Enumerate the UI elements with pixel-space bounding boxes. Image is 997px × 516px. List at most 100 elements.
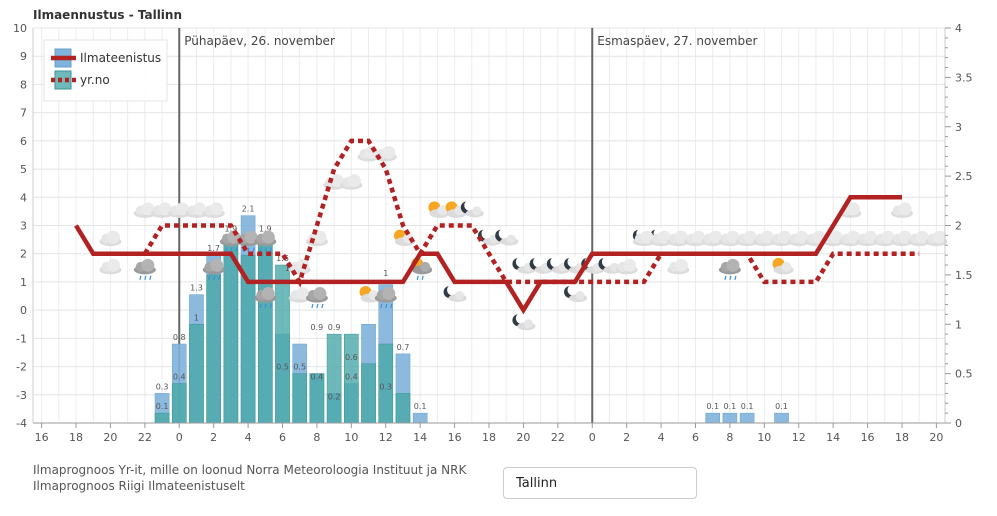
y-left-tick-label: 7: [20, 107, 27, 120]
legend-item-ilmateenistus[interactable]: Ilmateenistus: [51, 48, 161, 68]
x-tick-label: 2: [623, 431, 630, 444]
precipitation-bar: [412, 412, 428, 424]
x-tick-label: 4: [658, 431, 665, 444]
x-tick-label: 6: [279, 431, 286, 444]
x-tick-label: 6: [692, 431, 699, 444]
x-tick-label: 22: [138, 431, 152, 444]
precipitation-data-label: 0.4: [173, 373, 186, 382]
x-tick-label: 18: [69, 431, 83, 444]
precipitation-data-label: 1.9: [225, 224, 238, 233]
precipitation-bar: [722, 412, 738, 424]
y-left-tick-label: -4: [16, 417, 27, 430]
precipitation-data-label: 1.3: [190, 284, 203, 293]
precipitation-data-label: 0.5: [276, 363, 289, 372]
y-right-tick-label: 0.5: [955, 368, 973, 381]
y-right-tick-label: 3.5: [955, 71, 973, 84]
precipitation-data-label: 1: [383, 269, 388, 278]
y-right-tick-label: 1: [955, 318, 962, 331]
y-right-tick-label: 2.5: [955, 170, 973, 183]
x-tick-label: 12: [792, 431, 806, 444]
precipitation-data-label: 0.1: [414, 402, 427, 411]
precipitation-data-label: 0.9: [311, 323, 324, 332]
precipitation-data-label: 1.6: [276, 254, 289, 263]
y-right-tick-label: 0: [955, 417, 962, 430]
precipitation-bar: [361, 363, 376, 424]
chart-title: Ilmaennustus - Tallinn: [33, 8, 183, 22]
precipitation-bar: [275, 264, 290, 424]
precipitation-data-label: 0.1: [775, 402, 788, 411]
precipitation-data-label: 1.9: [259, 224, 272, 233]
y-left-tick-label: 6: [20, 135, 27, 148]
precipitation-data-label: 0.1: [741, 402, 754, 411]
x-tick-label: 16: [35, 431, 49, 444]
y-right-tick-label: 1.5: [955, 269, 973, 282]
precipitation-bar: [705, 412, 721, 424]
precipitation-data-label: 1.7: [207, 244, 220, 253]
precipitation-bar: [774, 412, 789, 424]
legend-label-yrno: yr.no: [80, 73, 110, 87]
precipitation-bar: [292, 373, 308, 424]
precipitation-data-label: 0.8: [173, 333, 186, 342]
location-input[interactable]: [503, 467, 697, 499]
precipitation-bar: [257, 235, 273, 424]
x-tick-label: 10: [757, 431, 771, 444]
y-left-tick-label: 1: [20, 276, 27, 289]
precipitation-data-label: 2.1: [242, 205, 255, 214]
precipitation-bar: [189, 324, 204, 424]
precipitation-data-label: 0.4: [345, 373, 358, 382]
precipitation-data-label: 0.1: [156, 402, 169, 411]
day-label: Esmaspäev, 27. november: [597, 34, 757, 48]
x-tick-label: 2: [210, 431, 217, 444]
precipitation-data-label: 0.3: [379, 382, 392, 391]
y-left-tick-label: 4: [20, 191, 27, 204]
x-tick-label: 4: [245, 431, 252, 444]
source-note-ilmateenistus: Ilmaprognoos Riigi Ilmateenistuselt: [33, 479, 245, 493]
x-tick-label: 0: [589, 431, 596, 444]
y-right-tick-label: 3: [955, 121, 962, 134]
y-left-tick-label: 8: [20, 78, 27, 91]
precipitation-data-label: 0.7: [397, 343, 410, 352]
y-left-tick-label: 5: [20, 163, 27, 176]
x-tick-label: 12: [379, 431, 393, 444]
precipitation-bar: [739, 412, 755, 424]
precipitation-data-label: 0.4: [311, 373, 324, 382]
y-left-tick-label: -3: [16, 389, 27, 402]
x-tick-label: 20: [516, 431, 530, 444]
precipitation-data-label: 1: [194, 313, 199, 322]
y-left-tick-label: 9: [20, 50, 27, 63]
x-tick-label: 14: [413, 431, 427, 444]
legend-item-yrno[interactable]: yr.no: [51, 70, 110, 90]
precipitation-data-label: 0.1: [724, 402, 737, 411]
precipitation-data-label: 0.5: [293, 363, 306, 372]
x-tick-label: 0: [176, 431, 183, 444]
precipitation-data-label: 0.9: [328, 323, 341, 332]
y-left-tick-label: 3: [20, 220, 27, 233]
precipitation-bar: [223, 245, 239, 424]
chart-legend: Ilmateenistus yr.no: [43, 39, 168, 102]
y-left-tick-label: 2: [20, 248, 27, 261]
precipitation-data-label: 0.6: [345, 353, 358, 362]
legend-label-ilmateenistus: Ilmateenistus: [80, 51, 161, 65]
temperature-line-ilmateenistus: [74, 195, 902, 315]
x-tick-label: 22: [551, 431, 565, 444]
y-left-tick-label: 10: [13, 22, 27, 35]
y-right-tick-label: 2: [955, 220, 962, 233]
y-right-tick-label: 4: [955, 22, 962, 35]
day-label: Pühapäev, 26. november: [184, 34, 335, 48]
x-tick-label: 14: [826, 431, 840, 444]
precipitation-bar: [395, 393, 411, 424]
precipitation-bar: [154, 412, 170, 424]
precipitation-data-label: 0.2: [328, 392, 341, 401]
precipitation-data-label: 0.3: [156, 382, 169, 391]
x-tick-label: 20: [929, 431, 943, 444]
source-note-yrno: Ilmaprognoos Yr-it, mille on loonud Norr…: [33, 463, 467, 477]
forecast-chart: Pühapäev, 26. november Esmaspäev, 27. nov…: [13, 22, 973, 444]
x-tick-label: 10: [344, 431, 358, 444]
precipitation-bar: [171, 383, 187, 424]
x-tick-label: 8: [313, 431, 320, 444]
x-tick-label: 8: [726, 431, 733, 444]
precipitation-bar: [206, 274, 221, 424]
y-left-tick-label: -1: [16, 332, 27, 345]
precipitation-data-label: 0.1: [706, 402, 719, 411]
y-left-tick-label: -2: [16, 361, 27, 374]
